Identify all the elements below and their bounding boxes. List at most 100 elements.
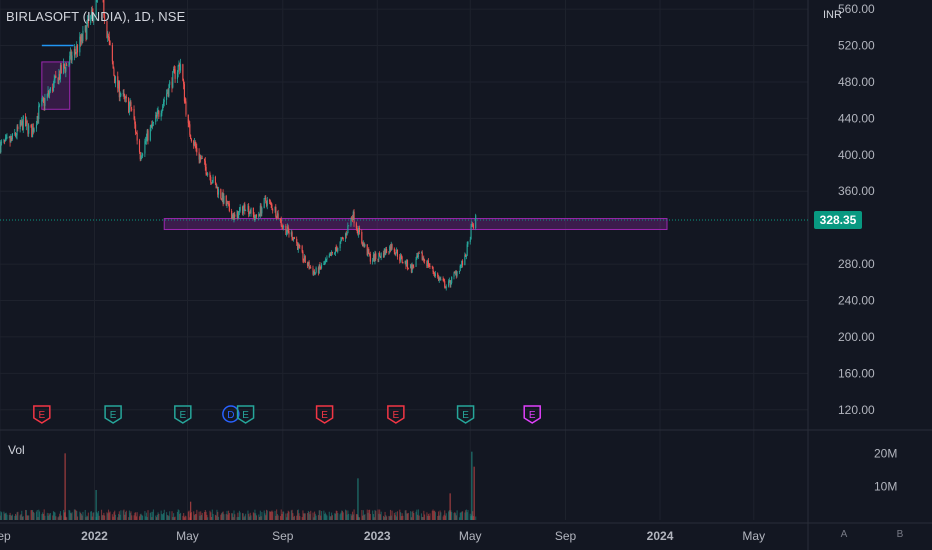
volume-pane-label[interactable]: Vol bbox=[8, 443, 25, 457]
volume-bar bbox=[87, 516, 89, 520]
candle-body bbox=[52, 87, 54, 92]
volume-bar bbox=[239, 512, 241, 520]
volume-bar bbox=[451, 512, 453, 520]
candle-body bbox=[320, 264, 323, 269]
candle-body bbox=[433, 271, 435, 274]
volume-bar bbox=[189, 517, 191, 520]
candle-body bbox=[5, 137, 7, 139]
candle-body bbox=[49, 91, 51, 95]
candle-body bbox=[221, 192, 223, 201]
volume-bar bbox=[107, 509, 110, 520]
candle-body bbox=[312, 268, 314, 275]
volume-bar bbox=[120, 510, 122, 520]
volume-bar bbox=[150, 511, 152, 520]
volume-bar bbox=[167, 515, 169, 520]
volume-bar bbox=[140, 513, 142, 520]
volume-bar bbox=[379, 514, 381, 520]
volume-axis[interactable]: 20M 10M bbox=[874, 446, 897, 493]
volume-bar bbox=[303, 513, 305, 520]
candle-body bbox=[162, 101, 165, 106]
volume-bar bbox=[377, 509, 379, 520]
marker-letter: E bbox=[462, 410, 469, 421]
volume-bar bbox=[252, 512, 254, 520]
candle-body bbox=[286, 231, 288, 235]
volume-bar bbox=[331, 512, 333, 520]
candle-body bbox=[453, 272, 455, 277]
candle-body bbox=[80, 36, 82, 42]
volume-bar bbox=[361, 510, 363, 520]
volume-spike-bar bbox=[357, 478, 359, 520]
volume-bar bbox=[420, 513, 423, 520]
earnings-marker[interactable]: E bbox=[315, 405, 334, 424]
symbol-title[interactable]: BIRLASOFT (INDIA), 1D, NSE bbox=[6, 9, 186, 24]
volume-bar bbox=[21, 510, 23, 520]
volume-bar bbox=[188, 510, 190, 520]
candle-body bbox=[168, 84, 170, 97]
volume-bar bbox=[248, 516, 251, 520]
earnings-marker[interactable]: E bbox=[236, 405, 255, 424]
volume-bar bbox=[59, 511, 62, 520]
volume-bar bbox=[385, 515, 387, 520]
volume-bar bbox=[112, 516, 114, 520]
volume-bar bbox=[367, 512, 369, 520]
candle-body bbox=[172, 71, 174, 88]
volume-bar bbox=[214, 514, 216, 520]
candle-body bbox=[431, 266, 433, 268]
volume-bar bbox=[455, 515, 457, 520]
last-price-badge bbox=[814, 211, 862, 230]
earnings-marker[interactable]: E bbox=[33, 405, 51, 424]
candle-body bbox=[406, 260, 408, 267]
candle-body bbox=[304, 256, 306, 263]
candle-body bbox=[124, 95, 126, 99]
volume-bar bbox=[226, 510, 228, 520]
candle-body bbox=[232, 214, 234, 220]
volume-bar bbox=[383, 517, 385, 520]
earnings-marker[interactable]: E bbox=[523, 405, 541, 424]
volume-bar bbox=[465, 509, 467, 520]
candle-body bbox=[234, 214, 236, 217]
volume-bar bbox=[286, 513, 289, 520]
candle-body bbox=[27, 123, 29, 134]
candle-body bbox=[152, 122, 154, 127]
volume-bar bbox=[69, 512, 72, 520]
candle-body bbox=[384, 249, 386, 255]
volume-bar bbox=[459, 512, 461, 520]
auto-scale-button[interactable]: A bbox=[840, 529, 848, 540]
candle-body bbox=[434, 273, 436, 276]
dividend-marker[interactable]: D bbox=[222, 405, 240, 423]
candle-body bbox=[355, 223, 357, 229]
log-scale-button[interactable]: B bbox=[896, 529, 904, 540]
volume-bar bbox=[450, 510, 452, 520]
candle-body bbox=[124, 96, 127, 99]
candle-body bbox=[152, 121, 154, 123]
drawing-zones[interactable] bbox=[41, 44, 668, 230]
volume-bar bbox=[76, 511, 78, 520]
candle-body bbox=[209, 173, 211, 178]
candle-body bbox=[260, 205, 262, 214]
candle-body bbox=[52, 83, 55, 92]
volume-bar bbox=[97, 511, 99, 520]
candle-body bbox=[187, 114, 189, 123]
volume-bar bbox=[355, 514, 357, 520]
volume-bar bbox=[337, 513, 339, 520]
earnings-marker[interactable]: E bbox=[174, 405, 192, 424]
volume-bar bbox=[147, 510, 149, 520]
candle-body bbox=[445, 286, 447, 289]
price-axis[interactable]: 560.00 520.00 480.00 440.00 400.00 360.00 280.… bbox=[838, 2, 875, 417]
earnings-marker[interactable]: E bbox=[456, 405, 475, 424]
candle-body bbox=[198, 152, 200, 160]
earnings-marker[interactable]: E bbox=[104, 405, 122, 424]
candle-body bbox=[400, 255, 402, 261]
candle-body bbox=[133, 109, 135, 119]
candle-body bbox=[147, 130, 149, 141]
volume-bar bbox=[310, 510, 312, 520]
candle-body bbox=[309, 267, 311, 269]
candle-body bbox=[253, 214, 255, 220]
time-axis[interactable]: Sep 2022 May Sep 2023 May Sep 2024 May bbox=[0, 529, 765, 543]
candle-body bbox=[274, 206, 276, 211]
candle-body bbox=[103, 0, 105, 16]
candle-body bbox=[358, 227, 361, 233]
earnings-marker[interactable]: E bbox=[387, 405, 405, 424]
